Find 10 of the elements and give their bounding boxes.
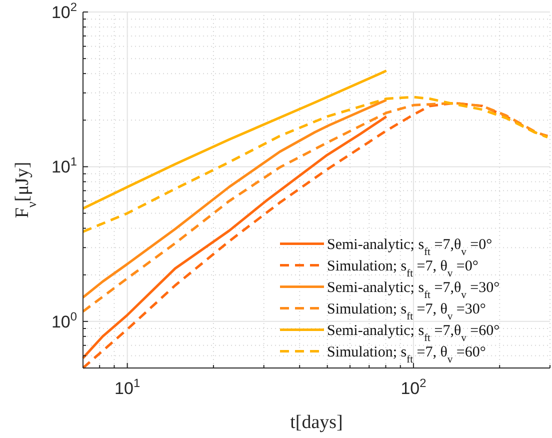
legend-label: Simulation; s$_{ft}$ =7, θ$_{v}$ =0° bbox=[327, 258, 478, 279]
legend-label: Semi-analytic; s$_{ft}$ =7,θ$_{v}$ =60° bbox=[327, 322, 500, 344]
x-axis-title: t[days] bbox=[290, 412, 343, 433]
legend-label: Simulation; s$_{ft}$ =7, θ$_{v}$ =30° bbox=[327, 301, 486, 322]
legend-label: Semi-analytic; s$_{ft}$ =7,θ$_{v}$ =30° bbox=[327, 280, 500, 300]
y-tick-label: 10$^{2}$ bbox=[51, 0, 78, 22]
y-tick-label: 10$^{0}$ bbox=[51, 309, 78, 332]
legend-label: Semi-analytic; s$_{ft}$ =7,θ$_{v}$ =0° bbox=[327, 236, 492, 258]
y-tick-label: 10$^{1}$ bbox=[51, 154, 78, 177]
legend-label: Simulation; s$_{ft}$ =7, θ$_{v}$ =60° bbox=[327, 344, 486, 365]
